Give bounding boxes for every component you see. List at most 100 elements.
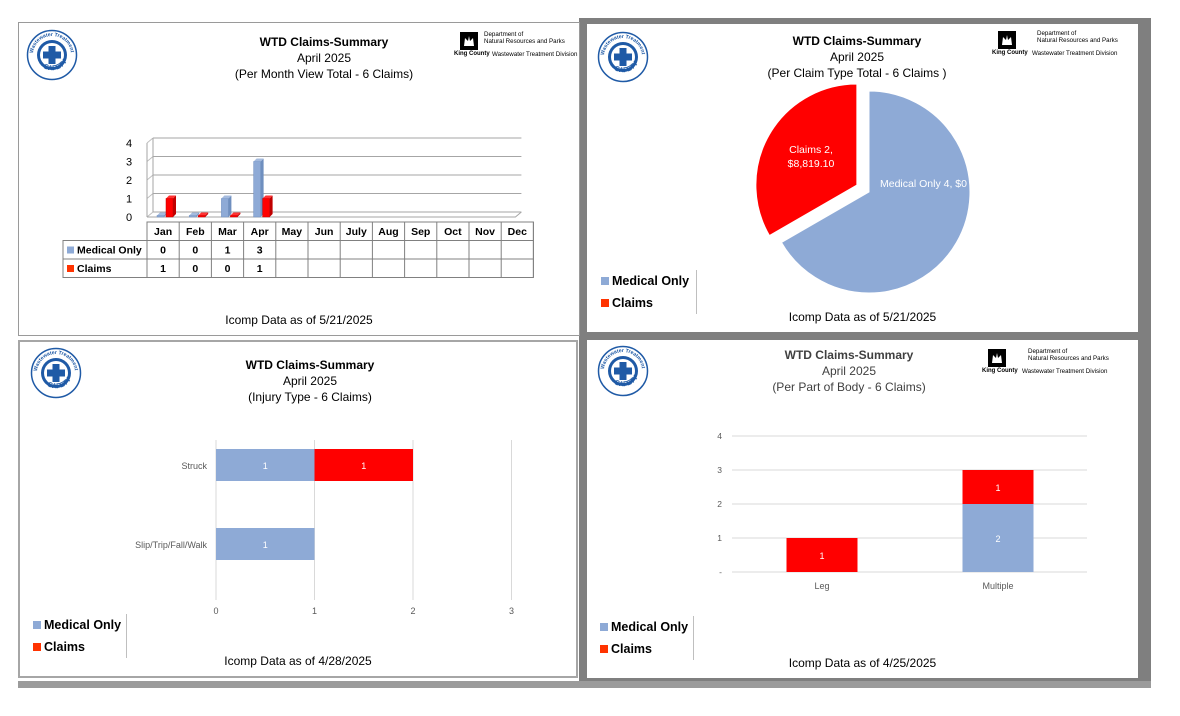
legend-label: Medical Only	[611, 620, 689, 634]
y-category-label: Slip/Trip/Fall/Walk	[135, 540, 207, 550]
chart-legend: Medical Only Claims	[595, 616, 694, 660]
table-legend-swatch	[67, 246, 74, 254]
bar-top	[262, 195, 273, 199]
grid-line-diagonal	[146, 137, 154, 144]
table-legend-swatch	[67, 265, 74, 272]
kc-dept: Department of Natural Resources and Parks	[1037, 30, 1118, 44]
x-category-label: Apr	[251, 226, 269, 238]
legend-item-claims: Claims	[596, 292, 696, 314]
data-date-footer: Icomp Data as of 4/28/2025	[224, 654, 372, 668]
data-date-footer: Icomp Data as of 5/21/2025	[788, 310, 937, 324]
kc-dept-line1: Department of	[484, 31, 524, 38]
x-category-label: Dec	[508, 226, 527, 238]
legend-swatch	[600, 645, 608, 653]
chart-header: WTD Claims-Summary April 2025 (Injury Ty…	[160, 357, 460, 405]
chart-header: WTD Claims-Summary April 2025 (Per Claim…	[707, 33, 1007, 81]
legend-label: Claims	[44, 640, 85, 654]
legend-label: Claims	[611, 642, 652, 656]
y-tick-label: 4	[717, 431, 722, 441]
pie-slice-claims	[755, 83, 858, 237]
bar-top	[221, 195, 232, 199]
chart-subtitle: April 2025	[829, 50, 885, 64]
x-category-label: Multiple	[982, 581, 1013, 591]
kc-name: King County	[992, 50, 1028, 56]
data-label: 2	[995, 534, 1000, 544]
kc-division: Wastewater Treatment Division	[492, 51, 578, 58]
x-category-label: Jun	[315, 226, 334, 238]
legend-item-medical: Medical Only	[28, 614, 126, 636]
table-cell-value: 3	[257, 245, 263, 257]
table-cell-value: 0	[192, 263, 198, 275]
x-tick-label: 2	[410, 606, 415, 616]
logo-cross-horizontal	[47, 369, 65, 377]
safety-logo-icon: Wastewater Treatment DivisionSAFETY	[595, 341, 649, 402]
chart-header: WTD Claims-Summary April 2025 (Per Month…	[169, 34, 479, 82]
legend-label: Medical Only	[44, 618, 122, 632]
kc-dept-line1: Department of	[1028, 348, 1068, 355]
y-tick-label: 0	[126, 212, 132, 224]
king-county-logo: Department of Natural Resources and Parks…	[454, 31, 579, 59]
grid-line-diagonal	[146, 156, 154, 162]
x-category-label: July	[346, 226, 367, 238]
table-cell-value: 1	[225, 245, 231, 257]
bar-top	[253, 158, 264, 162]
bar-medical-only	[216, 528, 315, 560]
king-county-logo: Department of Natural Resources and Parks…	[982, 348, 1132, 376]
chart-legend: Medical Only Claims	[596, 270, 697, 314]
grid-line-diagonal	[146, 211, 154, 218]
kc-dept-line2: Natural Resources and Parks	[1028, 355, 1109, 362]
legend-item-claims: Claims	[595, 638, 693, 660]
x-category-label: Aug	[378, 226, 398, 238]
kc-division: Wastewater Treatment Division	[1022, 368, 1108, 375]
kc-dept-line1: Department of	[1037, 30, 1077, 37]
table-row	[62, 258, 534, 278]
kc-name: King County	[454, 51, 490, 57]
kc-dept: Department of Natural Resources and Parks	[1028, 348, 1109, 362]
bar-side	[237, 212, 241, 217]
legend-swatch	[601, 299, 609, 307]
table-series-label: Medical Only	[77, 245, 142, 257]
kc-name: King County	[982, 368, 1018, 374]
legend-swatch	[33, 643, 41, 651]
chart-title: WTD Claims-Summary	[792, 34, 922, 48]
table-series-label: Claims	[77, 263, 112, 275]
data-date-footer: Icomp Data as of 5/21/2025	[225, 313, 373, 327]
bar-side	[173, 195, 176, 217]
y-tick-label: 4	[126, 138, 132, 150]
chart-subtitle-2: (Injury Type - 6 Claims)	[248, 390, 372, 404]
legend-item-claims: Claims	[28, 636, 126, 658]
x-category-label: May	[282, 226, 303, 238]
x-category-label: Feb	[186, 226, 205, 238]
y-tick-label: 3	[126, 157, 132, 169]
pie-slice-medical-only	[780, 90, 971, 294]
kc-division: Wastewater Treatment Division	[1032, 50, 1118, 57]
bar-top	[189, 212, 200, 216]
grid-line-diagonal	[146, 174, 154, 181]
bar-claims	[262, 198, 270, 218]
kc-dept: Department of Natural Resources and Parks	[484, 31, 565, 45]
legend-swatch	[600, 623, 608, 631]
kc-dept-line2: Natural Resources and Parks	[1037, 37, 1118, 44]
bar-top	[198, 212, 209, 216]
bar-side	[228, 195, 232, 217]
x-category-label: Mar	[218, 226, 237, 238]
data-label: 1	[263, 461, 268, 471]
bar-medical-only	[962, 504, 1034, 572]
king-county-crown-icon	[460, 32, 478, 50]
panel-monthly-claims: Wastewater Treatment DivisionSAFETY WTD …	[18, 22, 580, 336]
bar-medical-only	[188, 215, 197, 218]
bar-medical-only	[221, 198, 229, 218]
chart-subtitle-2: (Per Part of Body - 6 Claims)	[772, 380, 926, 394]
chart-subtitle: April 2025	[821, 364, 877, 378]
logo-cross-horizontal	[614, 367, 632, 375]
chart-subtitle-2: (Per Claim Type Total - 6 Claims )	[767, 66, 947, 80]
bottom-border-strip	[18, 681, 1151, 688]
bar-medical-only	[156, 215, 165, 218]
panel-injury-type: Wastewater Treatment DivisionSAFETY WTD …	[18, 340, 578, 678]
y-tick-label: 2	[126, 175, 132, 187]
y-category-label: Struck	[181, 461, 207, 471]
panel-claim-type-pie: Wastewater Treatment DivisionSAFETY WTD …	[587, 24, 1138, 332]
logo-cross-horizontal	[614, 53, 632, 61]
y-tick-label: -	[719, 567, 722, 577]
legend-label: Medical Only	[612, 274, 690, 288]
